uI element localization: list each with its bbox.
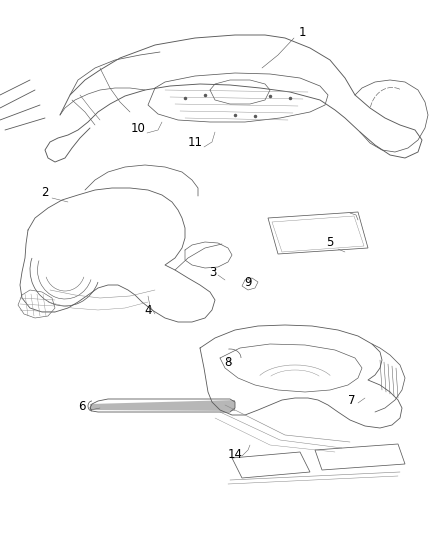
Text: 14: 14 [227, 448, 243, 462]
Text: 1: 1 [298, 26, 306, 38]
Text: 2: 2 [41, 185, 49, 198]
Text: 10: 10 [131, 122, 145, 134]
Text: 9: 9 [244, 277, 252, 289]
Text: 5: 5 [326, 236, 334, 248]
Text: 3: 3 [209, 266, 217, 279]
Text: 8: 8 [224, 356, 232, 368]
Text: 6: 6 [78, 400, 86, 413]
Text: 4: 4 [144, 303, 152, 317]
Text: 11: 11 [187, 136, 202, 149]
Polygon shape [90, 400, 235, 411]
Text: 7: 7 [348, 393, 356, 407]
